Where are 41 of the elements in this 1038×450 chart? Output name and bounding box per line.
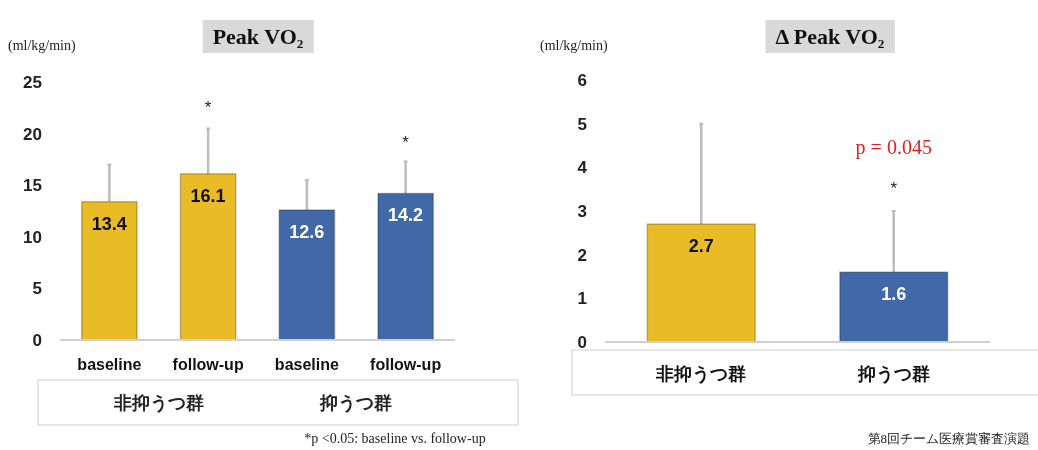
y-tick-label: 5 bbox=[32, 279, 42, 299]
annotation: * bbox=[402, 133, 410, 153]
x-tick-label: baseline bbox=[274, 356, 339, 373]
y-axis-title: (ml/kg/min) bbox=[540, 38, 608, 54]
x-tick-label: follow-up bbox=[172, 356, 244, 373]
y-tick-label: 5 bbox=[577, 114, 587, 134]
text: *p <0.05: baseline vs. follow-up bbox=[304, 431, 486, 446]
y-tick-label: 6 bbox=[577, 71, 587, 90]
annotation: * bbox=[204, 97, 212, 117]
bar bbox=[179, 173, 237, 341]
data-label: 16.1 bbox=[190, 185, 226, 206]
data-label: 2.7 bbox=[688, 236, 714, 257]
data-label: 14.2 bbox=[388, 205, 424, 226]
y-tick-label: 3 bbox=[577, 202, 587, 221]
x-tick-label: 非抑うつ群 bbox=[655, 364, 747, 384]
y-tick-label: 1 bbox=[577, 289, 587, 309]
data-label: 13.4 bbox=[91, 213, 127, 234]
annotation: p = 0.045 bbox=[855, 136, 932, 160]
bar bbox=[278, 209, 336, 341]
y-axis-title: (ml/kg/min) bbox=[8, 38, 76, 54]
chart-title: Peak VO₂ bbox=[212, 24, 304, 49]
y-tick-label: 0 bbox=[577, 333, 587, 352]
y-tick-label: 20 bbox=[23, 124, 42, 144]
y-tick-label: 10 bbox=[23, 227, 42, 247]
bar bbox=[80, 200, 138, 341]
y-tick-label: 4 bbox=[577, 158, 588, 178]
text: 非抑うつ群 bbox=[112, 393, 204, 413]
chart-title: Δ Peak VO₂ bbox=[775, 24, 885, 49]
y-tick-label: 25 bbox=[23, 73, 42, 92]
text: 第8回チーム医療賞審査演題 bbox=[867, 431, 1030, 446]
y-tick-label: 2 bbox=[577, 245, 587, 265]
text: 抑うつ群 bbox=[319, 393, 393, 413]
x-tick-label: follow-up bbox=[370, 356, 442, 373]
y-tick-label: 15 bbox=[23, 176, 42, 196]
annotation: * bbox=[890, 178, 898, 198]
data-label: 1.6 bbox=[881, 284, 907, 305]
bar bbox=[377, 192, 435, 341]
x-tick-label: baseline bbox=[77, 356, 142, 373]
y-tick-label: 0 bbox=[32, 331, 42, 350]
x-tick-label: 抑うつ群 bbox=[856, 364, 930, 384]
data-label: 12.6 bbox=[289, 221, 325, 242]
